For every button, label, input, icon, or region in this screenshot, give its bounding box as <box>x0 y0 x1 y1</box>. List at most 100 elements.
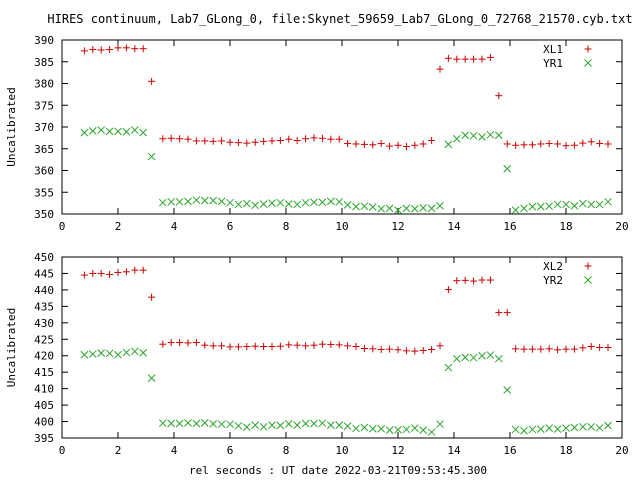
data-point <box>89 269 97 277</box>
data-point <box>80 350 89 359</box>
data-point <box>386 142 394 150</box>
x-tick-label: 2 <box>115 220 122 233</box>
data-point <box>478 351 486 360</box>
y-tick-label: 390 <box>34 34 54 47</box>
x-tick-label: 18 <box>559 444 572 457</box>
data-point <box>436 420 444 429</box>
data-point <box>105 127 114 136</box>
data-point <box>310 198 318 207</box>
data-point <box>276 421 285 430</box>
data-point <box>318 340 326 348</box>
data-point <box>520 204 528 213</box>
data-point <box>276 342 284 350</box>
data-point <box>276 198 285 207</box>
data-point <box>106 270 114 278</box>
data-point <box>562 142 570 150</box>
plot-frame <box>61 256 623 439</box>
panel-1: 0 2 4 6 8 10 12 14 16 18 20 350 355 360 365 370 375 380 38… <box>5 34 629 233</box>
data-point <box>242 423 251 431</box>
data-point <box>268 421 276 430</box>
x-tick-label: 6 <box>227 220 234 233</box>
data-point <box>453 55 461 63</box>
x-tick-label: 10 <box>335 444 348 457</box>
data-point <box>503 386 512 394</box>
data-point <box>335 197 344 206</box>
data-point <box>587 422 596 431</box>
data-point <box>545 345 553 353</box>
data-point <box>301 419 310 428</box>
data-point <box>369 141 377 149</box>
y-tick-label: 450 <box>34 251 54 264</box>
data-point <box>470 55 478 63</box>
data-point <box>217 420 226 429</box>
data-point <box>478 276 486 284</box>
data-point <box>360 344 368 352</box>
y-axis-label: Uncalibrated <box>5 87 18 166</box>
data-point <box>444 286 452 294</box>
data-point <box>486 53 494 61</box>
y-tick-label: 430 <box>34 317 54 330</box>
data-point <box>335 135 343 143</box>
data-point <box>251 421 260 430</box>
data-point <box>302 135 310 143</box>
data-point <box>528 202 537 211</box>
data-point <box>436 342 444 350</box>
data-point <box>377 345 385 353</box>
data-point <box>176 339 184 347</box>
data-point <box>427 428 436 436</box>
x-axis-label: rel seconds : UT date 2022-03-21T09:53:4… <box>189 464 487 477</box>
data-point <box>503 309 511 317</box>
data-point <box>192 196 201 204</box>
data-point <box>352 202 360 211</box>
data-point <box>293 200 302 209</box>
data-point <box>114 268 122 276</box>
legend-label: YR2 <box>543 274 563 287</box>
data-point <box>352 140 360 148</box>
data-point <box>386 345 394 353</box>
data-point <box>122 127 131 136</box>
data-point <box>122 268 130 276</box>
data-point <box>461 276 469 284</box>
data-point <box>139 45 147 53</box>
data-point <box>310 341 318 349</box>
data-point <box>122 348 131 357</box>
x-tick-label: 8 <box>283 444 290 457</box>
data-point <box>80 271 88 279</box>
x-tick-label: 14 <box>447 444 461 457</box>
data-point <box>411 347 419 355</box>
data-point <box>436 201 444 210</box>
data-point <box>130 347 139 356</box>
x-tick-label: 20 <box>615 444 628 457</box>
data-point <box>176 135 184 143</box>
y-tick-label: 415 <box>34 366 54 379</box>
data-point <box>285 341 293 349</box>
data-point <box>419 140 427 148</box>
data-point <box>268 137 276 145</box>
legend-marker <box>584 276 592 284</box>
data-point <box>503 164 512 173</box>
legend-label: XL1 <box>543 43 563 56</box>
data-point <box>310 419 318 428</box>
x-tick-label: 14 <box>447 220 461 233</box>
data-point <box>503 140 511 148</box>
data-point <box>327 135 335 143</box>
y-tick-label: 410 <box>34 383 54 396</box>
chart-title: HIRES continuum, Lab7_GLong_0, file:Skyn… <box>47 12 632 26</box>
data-point <box>167 197 176 206</box>
data-point <box>310 134 318 142</box>
data-point <box>511 425 520 434</box>
data-point <box>411 141 419 149</box>
data-point <box>301 198 310 207</box>
data-point <box>452 354 461 363</box>
data-point <box>260 137 268 145</box>
y-tick-label: 365 <box>34 143 54 156</box>
data-point <box>428 136 436 144</box>
data-point <box>579 344 587 352</box>
data-point <box>106 46 114 54</box>
data-point <box>218 137 226 145</box>
data-point <box>284 200 293 208</box>
data-point <box>410 424 419 432</box>
data-point <box>562 424 570 432</box>
x-tick-label: 0 <box>59 220 66 233</box>
